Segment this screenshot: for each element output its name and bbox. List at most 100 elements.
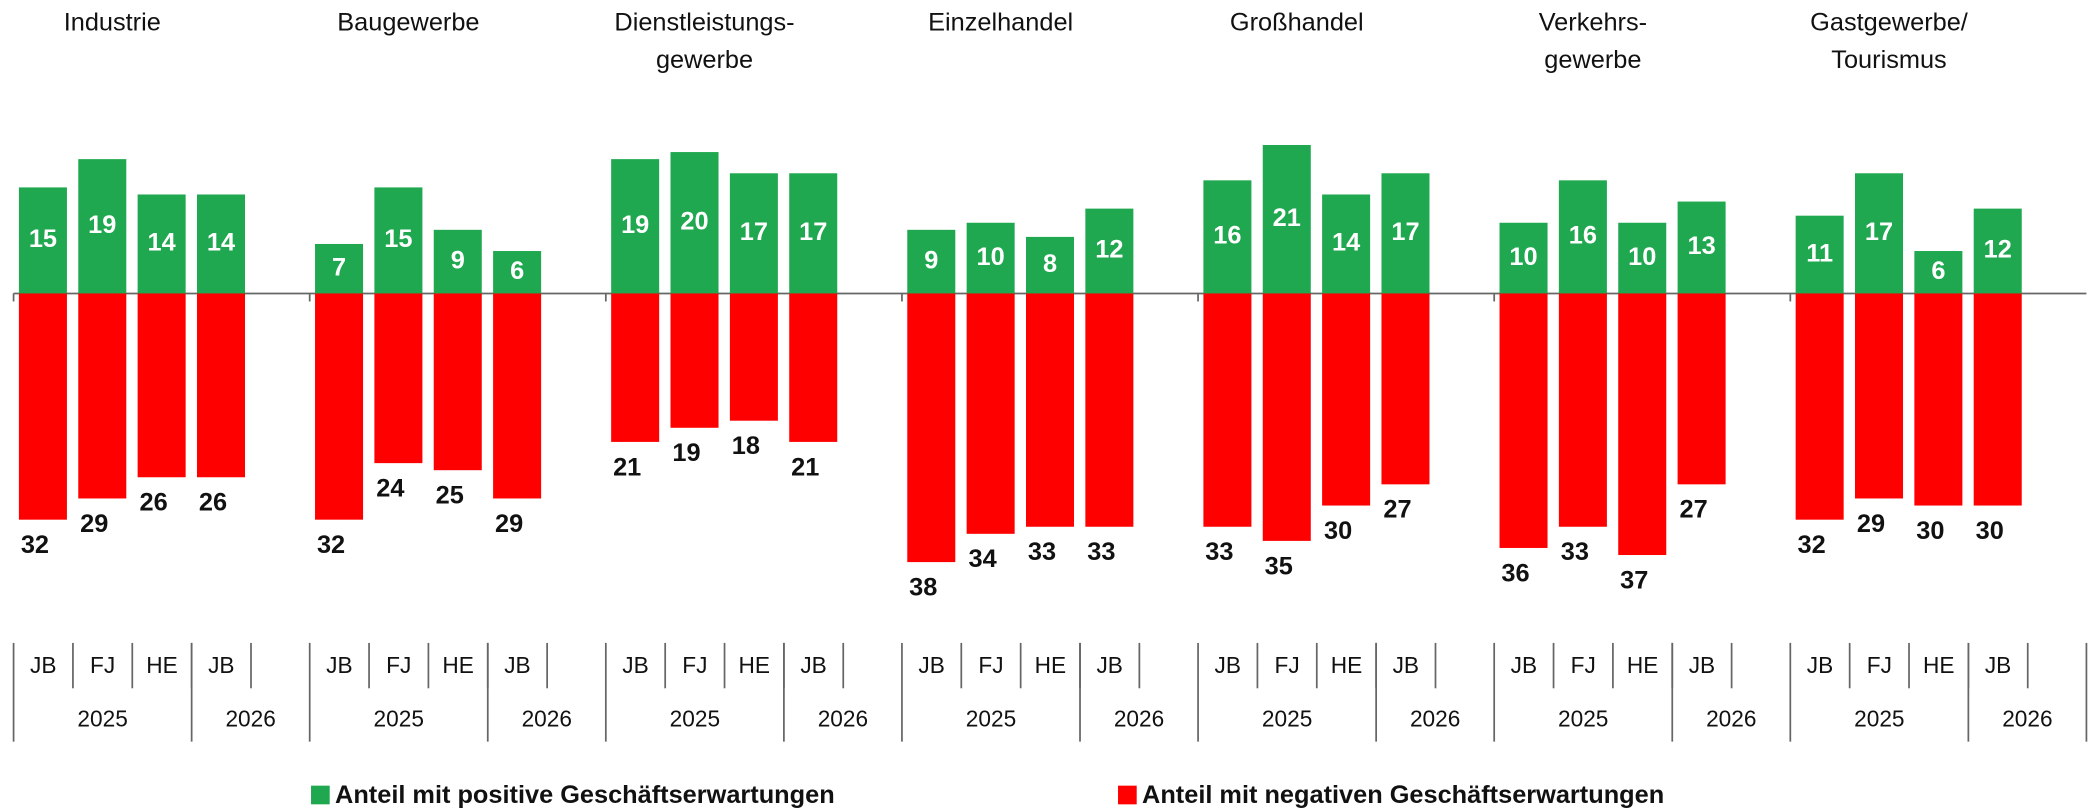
value-label: 30 [1324, 517, 1352, 545]
value-label: 21 [613, 453, 641, 481]
value-label: 17 [1391, 218, 1419, 246]
bar [611, 159, 660, 294]
panel-title: Industrie [64, 9, 161, 37]
value-label: 19 [672, 439, 700, 467]
bar [1203, 293, 1252, 527]
period-label: JB [326, 652, 352, 678]
period-label: FJ [1275, 652, 1300, 678]
value-label: 29 [495, 510, 523, 538]
year-label: 2026 [2002, 705, 2052, 731]
panel-title: gewerbe [656, 46, 753, 74]
bar [1499, 222, 1548, 294]
period-label: JB [622, 652, 648, 678]
value-label: 16 [1569, 222, 1597, 250]
value-label: 6 [1931, 257, 1945, 285]
bar [196, 293, 246, 478]
value-label: 26 [199, 489, 227, 517]
year-label: 2025 [1262, 705, 1312, 731]
bar [611, 293, 660, 442]
period-label: FJ [1571, 652, 1596, 678]
legend-label: Anteil mit positive Geschäftserwartungen [335, 781, 835, 809]
value-label: 30 [1976, 517, 2004, 545]
period-label: FJ [386, 652, 411, 678]
year-label: 2026 [1410, 705, 1460, 731]
value-label: 35 [1265, 552, 1293, 580]
value-label: 26 [140, 489, 168, 517]
period-label: HE [738, 652, 769, 678]
value-label: 37 [1620, 566, 1648, 594]
period-label: FJ [978, 652, 1003, 678]
value-label: 9 [924, 246, 938, 274]
value-label: 15 [29, 225, 57, 253]
bar [1854, 293, 1904, 499]
period-label: JB [1096, 652, 1122, 678]
year-label: 2025 [966, 705, 1016, 731]
value-label: 14 [1332, 229, 1360, 257]
value-label: 29 [80, 510, 108, 538]
bar [493, 293, 542, 499]
bar [1262, 293, 1311, 541]
bar [1381, 293, 1430, 485]
bar [1914, 251, 1963, 294]
period-label: HE [1035, 652, 1066, 678]
period-label: HE [1331, 652, 1362, 678]
bar [1677, 201, 1726, 294]
panel-title: Großhandel [1230, 9, 1364, 37]
value-label: 38 [909, 573, 937, 601]
bar [966, 222, 1015, 294]
bar [1322, 194, 1371, 294]
value-label: 27 [1680, 496, 1708, 524]
period-label: JB [1215, 652, 1241, 678]
value-label: 10 [1509, 243, 1537, 271]
value-label: 25 [436, 482, 464, 510]
value-label: 21 [791, 453, 819, 481]
panel-title: Gastgewerbe/ [1810, 9, 1969, 37]
period-label: JB [1807, 652, 1833, 678]
bar [433, 229, 482, 294]
bar [1618, 222, 1667, 294]
bar [789, 293, 838, 442]
period-label: JB [1689, 652, 1715, 678]
value-label: 16 [1213, 222, 1241, 250]
year-label: 2026 [818, 705, 868, 731]
bar [374, 293, 423, 464]
bar [1795, 215, 1844, 294]
value-label: 32 [1798, 531, 1826, 559]
bar [1973, 293, 2022, 506]
value-label: 33 [1087, 538, 1115, 566]
bar [18, 187, 67, 294]
bar [1203, 180, 1252, 294]
bar [670, 152, 719, 294]
bar [78, 159, 127, 294]
bar [18, 293, 67, 520]
bar [1085, 293, 1134, 527]
bar [1499, 293, 1548, 548]
bar [1025, 236, 1075, 294]
period-label: JB [1985, 652, 2011, 678]
bar [1381, 173, 1430, 294]
value-label: 32 [317, 531, 345, 559]
value-label: 36 [1501, 559, 1529, 587]
panel-title: Baugewerbe [337, 9, 479, 37]
period-label: HE [1923, 652, 1954, 678]
bar [1854, 173, 1904, 294]
value-label: 9 [451, 246, 465, 274]
value-label: 14 [148, 229, 176, 257]
bar [433, 293, 482, 471]
period-label: HE [146, 652, 177, 678]
value-label: 33 [1205, 538, 1233, 566]
period-label: HE [1627, 652, 1658, 678]
bar [1085, 208, 1134, 294]
year-label: 2025 [1854, 705, 1904, 731]
value-label: 29 [1857, 510, 1885, 538]
bar [1558, 293, 1607, 527]
legend-swatch [311, 785, 330, 805]
bar [789, 173, 838, 294]
bar [1558, 180, 1607, 294]
value-label: 30 [1916, 517, 1944, 545]
bar [493, 251, 542, 294]
value-label: 19 [621, 211, 649, 239]
year-label: 2026 [1114, 705, 1164, 731]
bar [729, 293, 778, 421]
